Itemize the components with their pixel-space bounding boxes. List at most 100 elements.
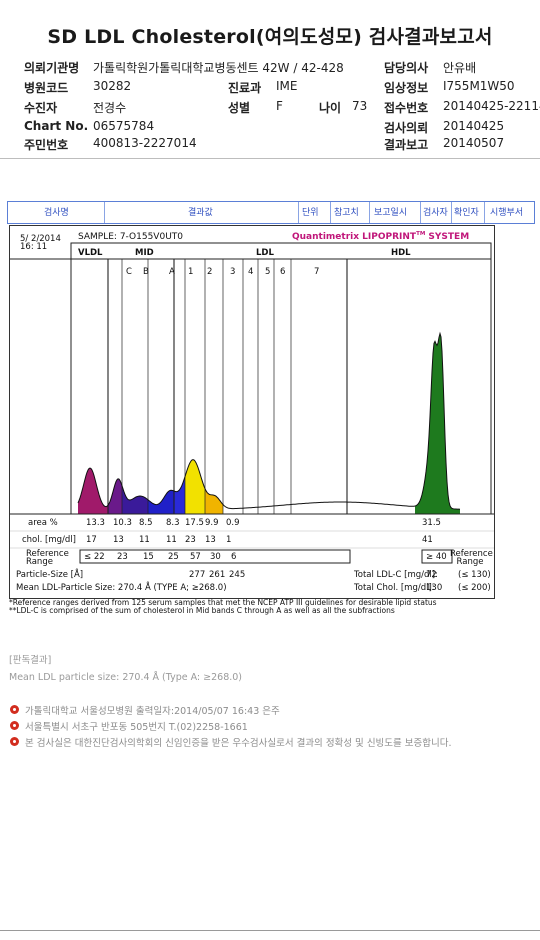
footer-line-2: 서울특별시 서초구 반포동 505번지 T.(02)2258-1661 <box>25 722 248 733</box>
band-label-c: C <box>126 267 132 277</box>
brand-suffix: SYSTEM <box>425 232 470 242</box>
total-chol-value: 130 <box>426 583 443 593</box>
reference-value: 23 <box>117 552 128 562</box>
col-result: 결과값 <box>188 208 213 218</box>
total-ldl-ref: (≤ 130) <box>458 570 491 580</box>
label-clinical-info: 임상정보 <box>384 81 429 95</box>
zone-vldl: VLDL <box>78 248 103 258</box>
total-chol-label: Total Chol. [mg/dl]: <box>354 583 435 593</box>
value-doctor: 안유배 <box>443 61 477 75</box>
col-reference: 참고치 <box>334 208 359 218</box>
chol-value: 13 <box>113 535 124 545</box>
result-header-band: 검사명 결과값 단위 참고치 보고일시 검사자 확인자 시행부서 <box>7 201 535 224</box>
chol-value: 11 <box>166 535 177 545</box>
band-divider <box>420 202 421 223</box>
label-chart-no: Chart No. <box>24 119 89 133</box>
chol-value: 41 <box>422 535 433 545</box>
area-value: 17.5 <box>185 518 204 528</box>
reference-box-hdl <box>421 549 453 564</box>
band-label-4: 4 <box>248 267 254 277</box>
value-age: 73 <box>352 99 368 113</box>
footer-line-3: 본 검사실은 대한진단검사의학회의 신임인증을 받은 우수검사실로서 결과의 정… <box>25 738 452 749</box>
chol-value: 11 <box>139 535 150 545</box>
reference-value: 6 <box>231 552 237 562</box>
result-text: Mean LDL particle size: 270.4 Å (Type A:… <box>9 672 243 683</box>
mid-b-fill <box>122 485 148 514</box>
col-department: 시행부서 <box>490 208 524 218</box>
zone-dividers <box>70 243 492 514</box>
ldl1-fill <box>185 459 205 514</box>
electrophoresis-chart <box>10 242 494 564</box>
band-label-1: 1 <box>188 267 194 277</box>
page-bottom-line <box>0 930 540 931</box>
reference-box-ldl <box>79 549 351 564</box>
bullet-icon <box>10 721 19 730</box>
col-test-name: 검사명 <box>44 208 69 218</box>
zone-hdl: HDL <box>391 248 411 258</box>
vldl-fill <box>78 468 108 514</box>
report-date: 5/ 2/2014 <box>20 234 61 244</box>
sample-id: SAMPLE: 7-O155V0UT0 <box>78 232 184 242</box>
reference-value: ≤ 22 <box>84 552 105 562</box>
brand-logo: Quantimetrix LIPOPRINTTM SYSTEM <box>292 231 469 242</box>
hdl-fill <box>415 333 460 514</box>
ldl2-fill <box>205 488 223 514</box>
area-value: 10.3 <box>113 518 132 528</box>
size-label: Particle-Size [Å] <box>16 570 84 580</box>
reference-value: 15 <box>143 552 154 562</box>
band-divider <box>484 202 485 223</box>
value-hospital-code: 30282 <box>93 79 132 93</box>
reference-value: 25 <box>168 552 179 562</box>
area-value: 31.5 <box>422 518 441 528</box>
label-doctor: 담당의사 <box>384 61 429 75</box>
area-value: 13.3 <box>86 518 105 528</box>
value-department: IME <box>276 79 298 93</box>
band-divider <box>369 202 370 223</box>
band-label-5: 5 <box>265 267 271 277</box>
result-heading: [판독결과] <box>9 655 52 666</box>
label-resident-no: 주민번호 <box>24 138 69 152</box>
reference-value: 57 <box>190 552 201 562</box>
value-sex: F <box>276 99 283 113</box>
total-chol-ref: (≤ 200) <box>458 583 491 593</box>
reference-label-right: Reference Range <box>450 549 493 567</box>
reference-value: 30 <box>210 552 221 562</box>
band-label-a: A <box>169 267 175 277</box>
value-patient: 전경수 <box>93 101 127 115</box>
total-ldl-label: Total LDL-C [mg/dl]: <box>354 570 438 580</box>
chol-value: 23 <box>185 535 196 545</box>
band-label-7: 7 <box>314 267 320 277</box>
chol-value: 1 <box>226 535 232 545</box>
value-receipt-no: 20140425-22114 <box>443 99 540 113</box>
report-title: SD LDL Cholesterol(여의도성모) 검사결과보고서 <box>47 26 493 48</box>
reference-value: ≥ 40 <box>426 552 447 562</box>
zone-mid: MID <box>135 248 154 258</box>
divider <box>0 158 540 159</box>
label-hospital-code: 병원코드 <box>24 81 69 95</box>
col-unit: 단위 <box>302 208 319 218</box>
footer-line-1: 가톨릭대학교 서울성모병원 출력일자:2014/05/07 16:43 은주 <box>25 706 280 717</box>
particle-size-value: 277 <box>189 570 206 580</box>
label-requester: 의뢰기관명 <box>24 61 80 75</box>
particle-size-value: 245 <box>229 570 246 580</box>
area-label: area % <box>28 518 58 528</box>
peak-fills <box>78 333 460 514</box>
area-value: 8.3 <box>166 518 180 528</box>
ldl-edge-fill <box>174 476 185 514</box>
bullet-icon <box>10 737 19 746</box>
brand-name: Quantimetrix LIPOPRINT <box>292 232 417 242</box>
col-confirmer: 확인자 <box>454 208 479 218</box>
report-time: 16: 11 <box>20 242 48 252</box>
reference-label: Reference Range <box>26 549 69 567</box>
zone-ldl: LDL <box>256 248 274 258</box>
col-tester: 검사자 <box>423 208 448 218</box>
band-label-3: 3 <box>230 267 236 277</box>
brand-tm: TM <box>416 231 426 237</box>
particle-size-value: 261 <box>209 570 226 580</box>
value-clinical-info: I755M1W50 <box>443 79 515 93</box>
value-request-date: 20140425 <box>443 119 505 133</box>
band-divider <box>451 202 452 223</box>
band-divider <box>104 202 105 223</box>
band-divider <box>330 202 331 223</box>
area-value: 8.5 <box>139 518 153 528</box>
